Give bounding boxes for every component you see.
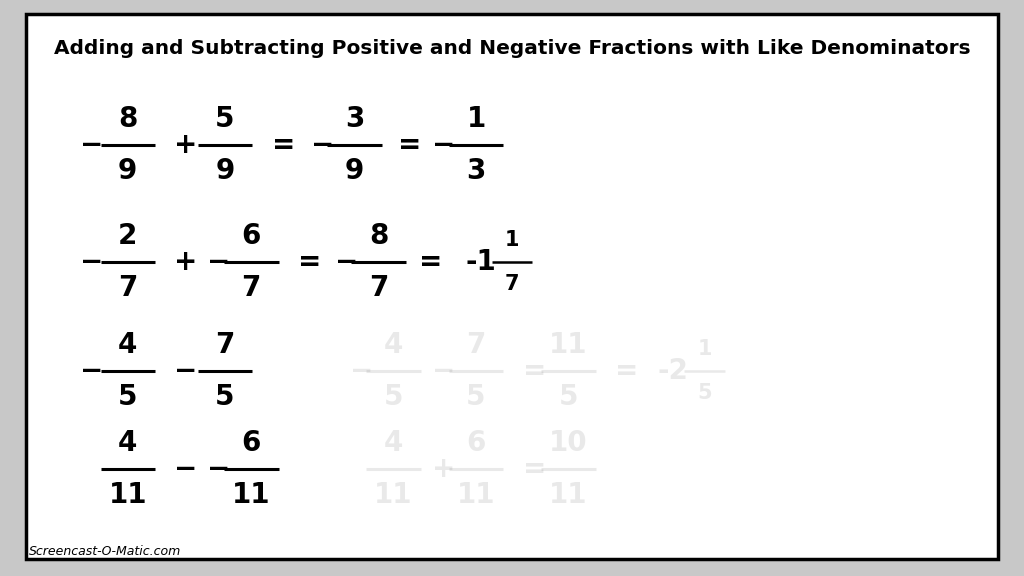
Text: =: = bbox=[522, 357, 546, 385]
Text: −: − bbox=[335, 248, 358, 276]
Text: −: − bbox=[432, 131, 456, 159]
Text: +: + bbox=[174, 248, 198, 276]
Text: 9: 9 bbox=[118, 157, 137, 185]
Text: Screencast-O-Matic.com: Screencast-O-Matic.com bbox=[29, 544, 181, 558]
Text: −: − bbox=[207, 248, 229, 276]
Text: −: − bbox=[349, 357, 373, 385]
Text: 9: 9 bbox=[215, 157, 234, 185]
Text: 9: 9 bbox=[345, 157, 364, 185]
Text: 5: 5 bbox=[215, 383, 234, 411]
Text: =: = bbox=[419, 248, 442, 276]
Text: 5: 5 bbox=[697, 383, 712, 403]
Text: 5: 5 bbox=[215, 105, 234, 133]
Text: 4: 4 bbox=[118, 331, 137, 359]
Text: 3: 3 bbox=[466, 157, 485, 185]
Text: 5: 5 bbox=[118, 383, 137, 411]
Text: 2: 2 bbox=[118, 222, 137, 250]
Text: -2: -2 bbox=[657, 357, 689, 385]
Text: −: − bbox=[80, 131, 103, 159]
Text: 1: 1 bbox=[466, 105, 485, 133]
Text: +: + bbox=[432, 455, 456, 483]
Text: 4: 4 bbox=[118, 429, 137, 457]
Text: 7: 7 bbox=[242, 274, 261, 302]
Text: +: + bbox=[174, 131, 198, 159]
Text: 11: 11 bbox=[232, 481, 270, 509]
Text: Adding and Subtracting Positive and Negative Fractions with Like Denominators: Adding and Subtracting Positive and Nega… bbox=[53, 39, 971, 58]
Text: 6: 6 bbox=[242, 429, 261, 457]
Text: 11: 11 bbox=[457, 481, 496, 509]
Text: =: = bbox=[522, 455, 546, 483]
Text: 10: 10 bbox=[549, 429, 588, 457]
Text: =: = bbox=[615, 357, 639, 385]
Text: 8: 8 bbox=[118, 105, 137, 133]
Text: −: − bbox=[174, 455, 198, 483]
Text: 5: 5 bbox=[466, 383, 485, 411]
Text: 4: 4 bbox=[384, 429, 403, 457]
Text: 5: 5 bbox=[384, 383, 403, 411]
Text: 11: 11 bbox=[109, 481, 147, 509]
Text: 5: 5 bbox=[559, 383, 579, 411]
Text: =: = bbox=[298, 248, 322, 276]
Text: 7: 7 bbox=[118, 274, 137, 302]
Text: =: = bbox=[271, 131, 295, 159]
Text: −: − bbox=[432, 357, 456, 385]
Text: 11: 11 bbox=[549, 331, 588, 359]
Text: 7: 7 bbox=[369, 274, 388, 302]
Text: −: − bbox=[174, 357, 198, 385]
Text: 11: 11 bbox=[374, 481, 413, 509]
Text: 7: 7 bbox=[466, 331, 485, 359]
Text: 8: 8 bbox=[369, 222, 388, 250]
Text: −: − bbox=[207, 455, 229, 483]
Text: =: = bbox=[398, 131, 422, 159]
Text: 6: 6 bbox=[466, 429, 485, 457]
Text: −: − bbox=[310, 131, 334, 159]
Text: 7: 7 bbox=[505, 274, 519, 294]
Text: 11: 11 bbox=[549, 481, 588, 509]
Text: 1: 1 bbox=[505, 230, 519, 250]
Text: −: − bbox=[80, 248, 103, 276]
Text: −: − bbox=[80, 357, 103, 385]
Text: 6: 6 bbox=[242, 222, 261, 250]
Text: 4: 4 bbox=[384, 331, 403, 359]
Text: -1: -1 bbox=[465, 248, 496, 276]
Text: 3: 3 bbox=[345, 105, 365, 133]
Text: 1: 1 bbox=[697, 339, 712, 359]
Text: 7: 7 bbox=[215, 331, 234, 359]
